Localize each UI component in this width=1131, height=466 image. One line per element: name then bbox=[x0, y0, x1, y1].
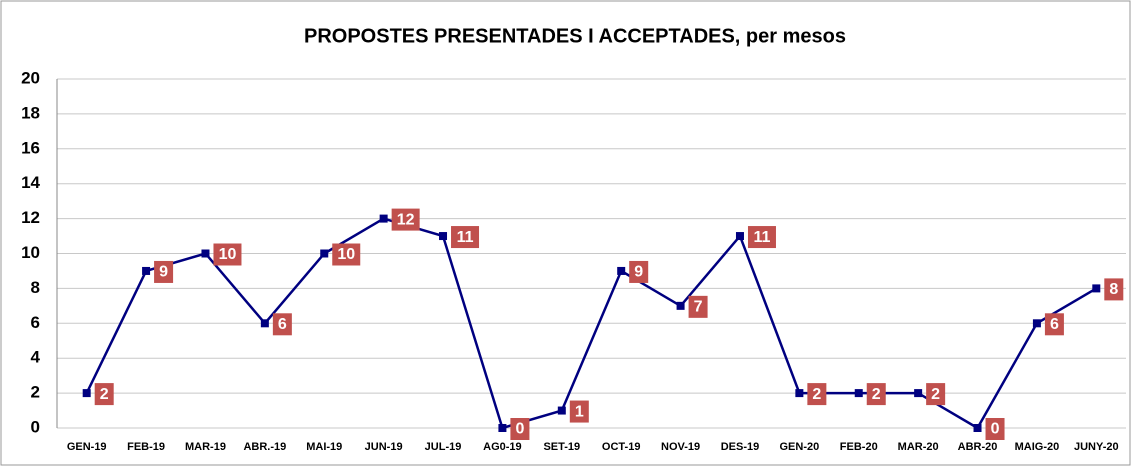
data-label-box bbox=[154, 260, 174, 283]
y-tick-label: 2 bbox=[31, 383, 40, 402]
data-label: 2 bbox=[872, 386, 881, 403]
y-tick-label: 6 bbox=[31, 313, 40, 332]
marker bbox=[914, 389, 923, 398]
marker bbox=[379, 214, 388, 223]
x-tick-label: FEB-19 bbox=[127, 441, 165, 453]
marker bbox=[439, 232, 448, 241]
data-label: 11 bbox=[457, 229, 474, 246]
marker bbox=[735, 232, 744, 241]
data-label-box bbox=[451, 226, 480, 249]
x-tick-label: AG0-19 bbox=[483, 441, 522, 453]
marker bbox=[320, 249, 329, 258]
marker bbox=[973, 424, 982, 432]
data-label-box bbox=[272, 313, 292, 336]
x-tick-label: NOV-19 bbox=[661, 441, 700, 453]
y-tick-label: 20 bbox=[21, 68, 40, 87]
data-label-box bbox=[213, 243, 242, 266]
data-label: 0 bbox=[515, 421, 524, 438]
x-tick-label: DES-19 bbox=[721, 441, 760, 453]
marker bbox=[1032, 319, 1041, 328]
data-label-box bbox=[866, 383, 886, 406]
data-label: 8 bbox=[1109, 281, 1118, 298]
y-tick-label: 10 bbox=[21, 243, 40, 262]
data-label: 1 bbox=[575, 403, 584, 420]
x-tick-label: JUN-19 bbox=[365, 441, 403, 453]
x-tick-label: GEN-20 bbox=[779, 441, 819, 453]
y-tick-label: 12 bbox=[21, 208, 40, 227]
x-tick-label: JUNY-20 bbox=[1074, 441, 1119, 453]
data-label: 7 bbox=[694, 299, 703, 316]
data-label: 0 bbox=[991, 421, 1000, 438]
y-tick-label: 16 bbox=[21, 138, 40, 157]
y-tick-label: 8 bbox=[31, 278, 40, 297]
data-label: 2 bbox=[812, 386, 821, 403]
data-label-box bbox=[688, 295, 708, 318]
marker bbox=[557, 406, 566, 415]
data-label: 9 bbox=[159, 264, 168, 281]
x-tick-label: ABR.-19 bbox=[243, 441, 286, 453]
data-label-box bbox=[569, 400, 589, 423]
data-label: 2 bbox=[100, 386, 109, 403]
y-tick-label: 0 bbox=[31, 417, 40, 436]
data-label: 10 bbox=[219, 246, 237, 263]
data-label-box bbox=[926, 383, 946, 406]
data-label-box bbox=[1104, 278, 1124, 301]
data-label-box bbox=[807, 383, 827, 406]
x-tick-label: GEN-19 bbox=[67, 441, 107, 453]
data-label-box bbox=[332, 243, 361, 266]
marker bbox=[617, 266, 626, 275]
marker bbox=[82, 389, 91, 398]
x-tick-label: MAR-20 bbox=[898, 441, 939, 453]
data-label-box bbox=[985, 418, 1005, 440]
data-label-box bbox=[1044, 313, 1064, 336]
data-label: 6 bbox=[278, 316, 287, 333]
data-label-box bbox=[510, 418, 530, 440]
data-label: 9 bbox=[634, 264, 643, 281]
marker bbox=[854, 389, 863, 398]
data-label: 11 bbox=[754, 229, 771, 246]
data-label: 10 bbox=[337, 246, 355, 263]
y-tick-label: 18 bbox=[21, 103, 40, 122]
x-tick-label: ABR-20 bbox=[958, 441, 998, 453]
marker bbox=[260, 319, 269, 328]
x-tick-label: MAIG-20 bbox=[1015, 441, 1060, 453]
x-tick-label: OCT-19 bbox=[602, 441, 641, 453]
marker bbox=[142, 266, 151, 275]
marker bbox=[795, 389, 804, 398]
data-label-box bbox=[747, 226, 776, 249]
data-label: 6 bbox=[1050, 316, 1059, 333]
x-tick-label: SET-19 bbox=[543, 441, 580, 453]
marker bbox=[1092, 284, 1101, 293]
data-label-box bbox=[94, 383, 114, 406]
x-tick-label: MAI-19 bbox=[306, 441, 342, 453]
marker bbox=[676, 301, 685, 310]
data-label-box bbox=[629, 260, 649, 283]
chart-title: PROPOSTES PRESENTADES I ACCEPTADES, per … bbox=[304, 25, 846, 47]
data-label: 2 bbox=[931, 386, 940, 403]
x-tick-label: MAR-19 bbox=[185, 441, 226, 453]
x-tick-label: JUL-19 bbox=[425, 441, 462, 453]
marker bbox=[201, 249, 210, 258]
y-tick-label: 14 bbox=[21, 173, 40, 192]
y-tick-label: 4 bbox=[31, 348, 41, 367]
data-label: 12 bbox=[397, 211, 415, 228]
x-tick-label: FEB-20 bbox=[840, 441, 878, 453]
marker bbox=[498, 424, 507, 432]
data-label-box bbox=[391, 208, 420, 231]
